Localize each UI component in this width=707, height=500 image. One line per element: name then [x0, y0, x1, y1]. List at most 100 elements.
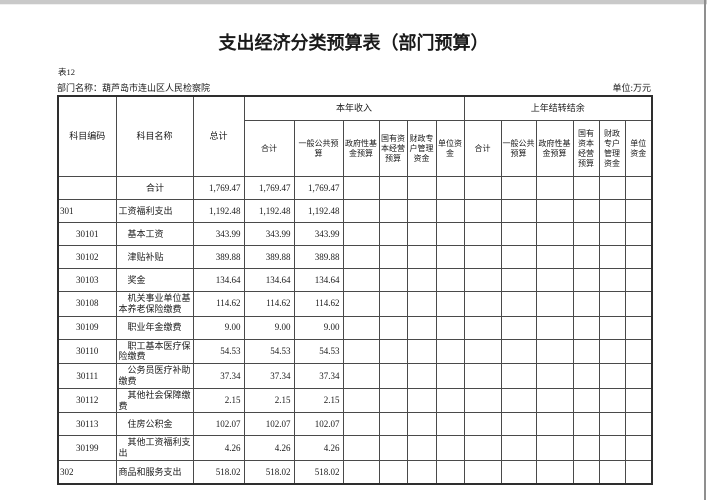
cell-subject-code: 30113 [57, 412, 117, 437]
cell-value [435, 459, 465, 485]
cell-value: 134.64 [192, 268, 245, 292]
cell-value [500, 176, 537, 200]
cell-subject-name: 其他社会保障缴费 [115, 387, 194, 414]
cell-value [378, 199, 408, 223]
cell-value: 389.88 [293, 245, 344, 269]
cell-subject-code: 30102 [57, 245, 117, 269]
cell-value [624, 459, 653, 485]
table-row: 30108 机关事业单位基本养老保险缴费 114.62 114.62 114.62 [57, 291, 653, 317]
cell-value: 518.02 [293, 459, 344, 485]
cell-subject-name: 机关事业单位基本养老保险缴费 [115, 291, 194, 317]
cell-value [624, 412, 653, 437]
cell-subject-code: 302 [57, 459, 117, 485]
cell-value [572, 268, 600, 292]
cell-value [535, 199, 574, 223]
cell-value [535, 338, 574, 365]
cell-value [342, 363, 380, 389]
cell-subject-code: 301 [57, 199, 117, 223]
cell-value [463, 338, 502, 365]
cell-value: 2.15 [192, 387, 245, 414]
cell-subject-code: 30109 [57, 315, 117, 340]
cell-value [572, 315, 600, 340]
header-group-carryover: 上年结转结余 [463, 95, 653, 121]
cell-value [435, 338, 465, 365]
cell-value [535, 363, 574, 389]
cell-value [342, 176, 380, 200]
header-cy-unit-funds: 单位资金 [435, 120, 465, 177]
cell-value [598, 387, 626, 414]
cell-value [435, 245, 465, 269]
cell-value: 102.07 [192, 412, 245, 437]
table-row: 合计 1,769.47 1,769.47 1,769.47 [57, 176, 653, 200]
table-row: 30109 职业年金缴费 9.00 9.00 9.00 [57, 315, 653, 340]
cell-value [435, 315, 465, 340]
cell-value [378, 268, 408, 292]
cell-value [500, 363, 537, 389]
cell-value [624, 363, 653, 389]
cell-value [342, 459, 380, 485]
header-py-general-public-budget: 一般公共预算 [500, 120, 537, 177]
cell-value [463, 268, 502, 292]
cell-value [624, 291, 653, 317]
cell-value [572, 435, 600, 461]
cell-value [435, 412, 465, 437]
cell-value [624, 199, 653, 223]
cell-value: 37.34 [293, 363, 344, 389]
cell-value [378, 363, 408, 389]
cell-value: 102.07 [243, 412, 295, 437]
cell-value [535, 245, 574, 269]
cell-value [342, 199, 380, 223]
cell-value [535, 291, 574, 317]
cell-value: 9.00 [192, 315, 245, 340]
cell-value [535, 176, 574, 200]
cell-value [342, 291, 380, 317]
cell-value [406, 315, 437, 340]
table-row: 30111 公务员医疗补助缴费 37.34 37.34 37.34 [57, 363, 653, 389]
cell-value [406, 199, 437, 223]
cell-value [463, 222, 502, 246]
header-py-total: 合计 [463, 120, 502, 177]
cell-value [535, 387, 574, 414]
cell-value: 54.53 [243, 338, 295, 365]
table-row: 301 工资福利支出 1,192.48 1,192.48 1,192.48 [57, 199, 653, 223]
header-py-fiscal-account-funds: 财政专户管理资金 [598, 120, 626, 177]
cell-value [463, 363, 502, 389]
cell-value [435, 199, 465, 223]
cell-value: 1,769.47 [243, 176, 295, 200]
cell-value [406, 459, 437, 485]
header-py-govt-fund-budget: 政府性基金预算 [535, 120, 574, 177]
header-cy-state-capital-budget: 国有资本经营预算 [378, 120, 408, 177]
cell-value [572, 222, 600, 246]
cell-value [572, 459, 600, 485]
cell-value [535, 459, 574, 485]
cell-value [624, 245, 653, 269]
cell-value [598, 245, 626, 269]
cell-value: 2.15 [293, 387, 344, 414]
cell-value [572, 199, 600, 223]
cell-value: 9.00 [293, 315, 344, 340]
cell-value [463, 315, 502, 340]
cell-value [598, 222, 626, 246]
cell-value [378, 459, 408, 485]
cell-subject-code [57, 176, 117, 200]
cell-subject-code: 30111 [57, 363, 117, 389]
cell-value [624, 176, 653, 200]
cell-value [342, 222, 380, 246]
cell-value [463, 245, 502, 269]
cell-value [435, 363, 465, 389]
header-subject-code: 科目编码 [57, 95, 117, 177]
table-row: 30110 职工基本医疗保险缴费 54.53 54.53 54.53 [57, 338, 653, 365]
header-py-state-capital-budget: 国有资本经营预算 [572, 120, 600, 177]
cell-value: 4.26 [243, 435, 295, 461]
table-row: 30199 其他工资福利支出 4.26 4.26 4.26 [57, 435, 653, 461]
cell-value [500, 315, 537, 340]
cell-value: 343.99 [192, 222, 245, 246]
cell-value: 389.88 [243, 245, 295, 269]
cell-subject-code: 30112 [57, 387, 117, 414]
cell-value [624, 435, 653, 461]
cell-subject-name: 其他工资福利支出 [115, 435, 194, 461]
cell-value: 1,769.47 [293, 176, 344, 200]
table-row: 30103 奖金 134.64 134.64 134.64 [57, 268, 653, 292]
cell-value [378, 338, 408, 365]
cell-value: 37.34 [192, 363, 245, 389]
